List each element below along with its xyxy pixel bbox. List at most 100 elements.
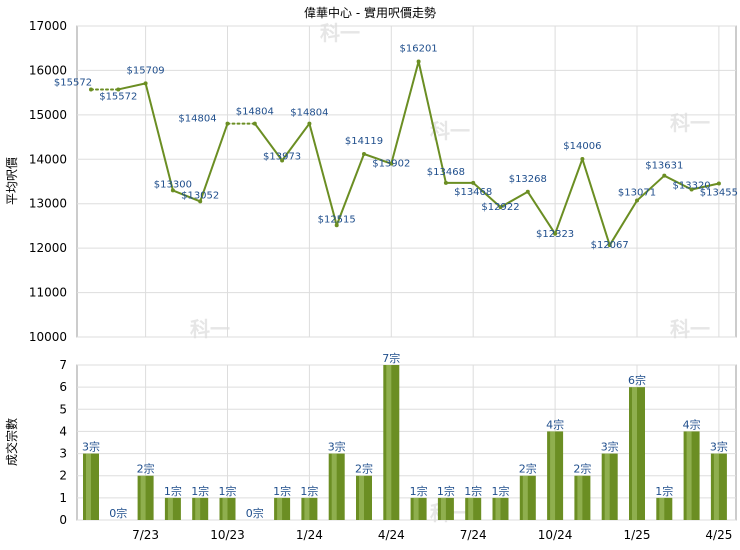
bar-highlight xyxy=(386,365,392,520)
line-point xyxy=(280,158,285,163)
bar-series xyxy=(83,365,727,520)
line-y-axis-label: 平均呎價 xyxy=(5,157,19,205)
line-point xyxy=(116,87,121,92)
line-segment xyxy=(308,122,338,227)
bar-data-label: 2宗 xyxy=(519,462,537,476)
line-point xyxy=(170,188,175,193)
line-segment xyxy=(663,174,693,191)
bar-data-label: 4宗 xyxy=(683,417,701,431)
line-data-label: $14804 xyxy=(178,114,216,125)
line-point xyxy=(580,157,585,162)
line-point xyxy=(607,243,612,248)
bar-data-label: 2宗 xyxy=(137,462,155,476)
bar-grid xyxy=(77,364,736,521)
bar-data-labels: 3宗 0宗 2宗 1宗 1宗 1宗 0宗 1宗 1宗 3宗 2宗 7宗 1宗 1宗 1宗 1宗 2宗 4宗 2宗 3宗… xyxy=(82,351,728,520)
bar-y-axis-label: 成交宗數 xyxy=(4,418,19,466)
line-segment xyxy=(171,189,202,203)
line-point xyxy=(662,173,667,178)
x-tick-label: 10/23 xyxy=(210,528,245,542)
x-tick-label: 10/24 xyxy=(538,528,573,542)
watermark-text: 科一 xyxy=(320,21,360,45)
line-data-label: $13902 xyxy=(372,159,410,170)
bar-data-label: 3宗 xyxy=(328,440,346,454)
line-y-tick-label: 13000 xyxy=(29,197,67,211)
line-data-label: $13052 xyxy=(181,190,219,201)
bar-data-label: 1宗 xyxy=(219,484,237,498)
line-segment xyxy=(526,190,557,235)
bar-data-label: 1宗 xyxy=(164,484,182,498)
line-point xyxy=(471,180,476,185)
bar-highlight xyxy=(468,497,474,520)
line-data-label: $12067 xyxy=(591,240,629,251)
line-segment xyxy=(581,158,611,247)
line-data-label: $13320 xyxy=(673,180,711,191)
line-data-label: $14804 xyxy=(290,108,328,119)
x-tick-label: 7/24 xyxy=(460,528,487,542)
line-point xyxy=(252,121,257,126)
bar-highlight xyxy=(304,497,310,520)
line-data-label: $13300 xyxy=(154,179,192,190)
line-data-label: $13468 xyxy=(427,167,465,178)
line-point xyxy=(225,121,230,126)
line-segment xyxy=(144,82,174,192)
line-y-tick-label: 12000 xyxy=(29,241,67,255)
line-segment xyxy=(417,60,447,184)
x-ticks: 7/23 10/23 1/24 4/24 7/24 10/24 1/25 4/25 xyxy=(132,528,732,542)
line-point xyxy=(498,205,503,210)
line-segment xyxy=(554,158,584,235)
line-point xyxy=(334,223,339,228)
line-data-label: $15572 xyxy=(54,77,92,88)
line-point xyxy=(89,87,93,92)
bar-highlight xyxy=(632,387,637,520)
line-y-tick-label: 10000 xyxy=(29,330,67,344)
bar-y-tick-label: 7 xyxy=(59,358,67,372)
bar-data-label: 3宗 xyxy=(601,440,619,454)
line-y-tick-label: 16000 xyxy=(29,63,67,77)
line-data-label: $14119 xyxy=(345,136,383,147)
line-data-label: $13468 xyxy=(454,187,492,198)
line-point xyxy=(307,121,312,126)
bar-y-tick-label: 2 xyxy=(59,469,67,483)
line-data-label: $13631 xyxy=(645,161,683,172)
bar-data-label: 1宗 xyxy=(492,484,510,498)
line-data-label: $13268 xyxy=(509,174,547,185)
line-y-tick-label: 15000 xyxy=(29,108,67,122)
line-data-label: $12922 xyxy=(481,202,519,213)
bar-y-tick-label: 6 xyxy=(59,380,67,394)
line-segment xyxy=(281,122,311,162)
line-data-label: $14006 xyxy=(563,141,601,152)
line-data-label: $12323 xyxy=(536,229,574,240)
bar-highlight xyxy=(86,453,91,520)
line-data-label: $13973 xyxy=(263,151,301,162)
line-segment xyxy=(390,60,420,165)
bar-highlight xyxy=(277,497,283,520)
bar-data-label: 1宗 xyxy=(655,484,673,498)
bar-highlight xyxy=(167,497,173,520)
line-segment xyxy=(117,82,147,91)
line-series xyxy=(89,59,721,248)
line-point xyxy=(389,161,394,166)
bar-data-label: 0宗 xyxy=(109,506,127,520)
bar-highlight xyxy=(140,475,146,520)
line-data-label: $15709 xyxy=(127,65,165,76)
bar-highlight xyxy=(440,497,446,520)
line-data-labels: $15572 $15572 $15709 $13300$13052 $14804 $148… xyxy=(54,43,738,251)
line-segment xyxy=(636,174,666,202)
line-data-label: $13071 xyxy=(618,188,656,199)
bar-data-label: 1宗 xyxy=(191,484,209,498)
line-data-label: $12515 xyxy=(318,214,356,225)
line-segment xyxy=(608,199,638,247)
bar-data-label: 7宗 xyxy=(382,351,400,365)
line-point xyxy=(553,231,558,236)
line-segment xyxy=(472,181,502,209)
bar-data-label: 4宗 xyxy=(546,417,564,431)
bar-y-tick-label: 5 xyxy=(59,402,67,416)
line-data-label: $13455 xyxy=(700,187,738,198)
bar-highlight xyxy=(495,497,501,520)
bar-highlight xyxy=(222,497,228,520)
line-y-tick-label: 14000 xyxy=(29,152,67,166)
line-point xyxy=(525,189,530,194)
line-point xyxy=(443,180,448,185)
bar-data-label: 1宗 xyxy=(410,484,428,498)
bar-highlight xyxy=(359,475,364,520)
